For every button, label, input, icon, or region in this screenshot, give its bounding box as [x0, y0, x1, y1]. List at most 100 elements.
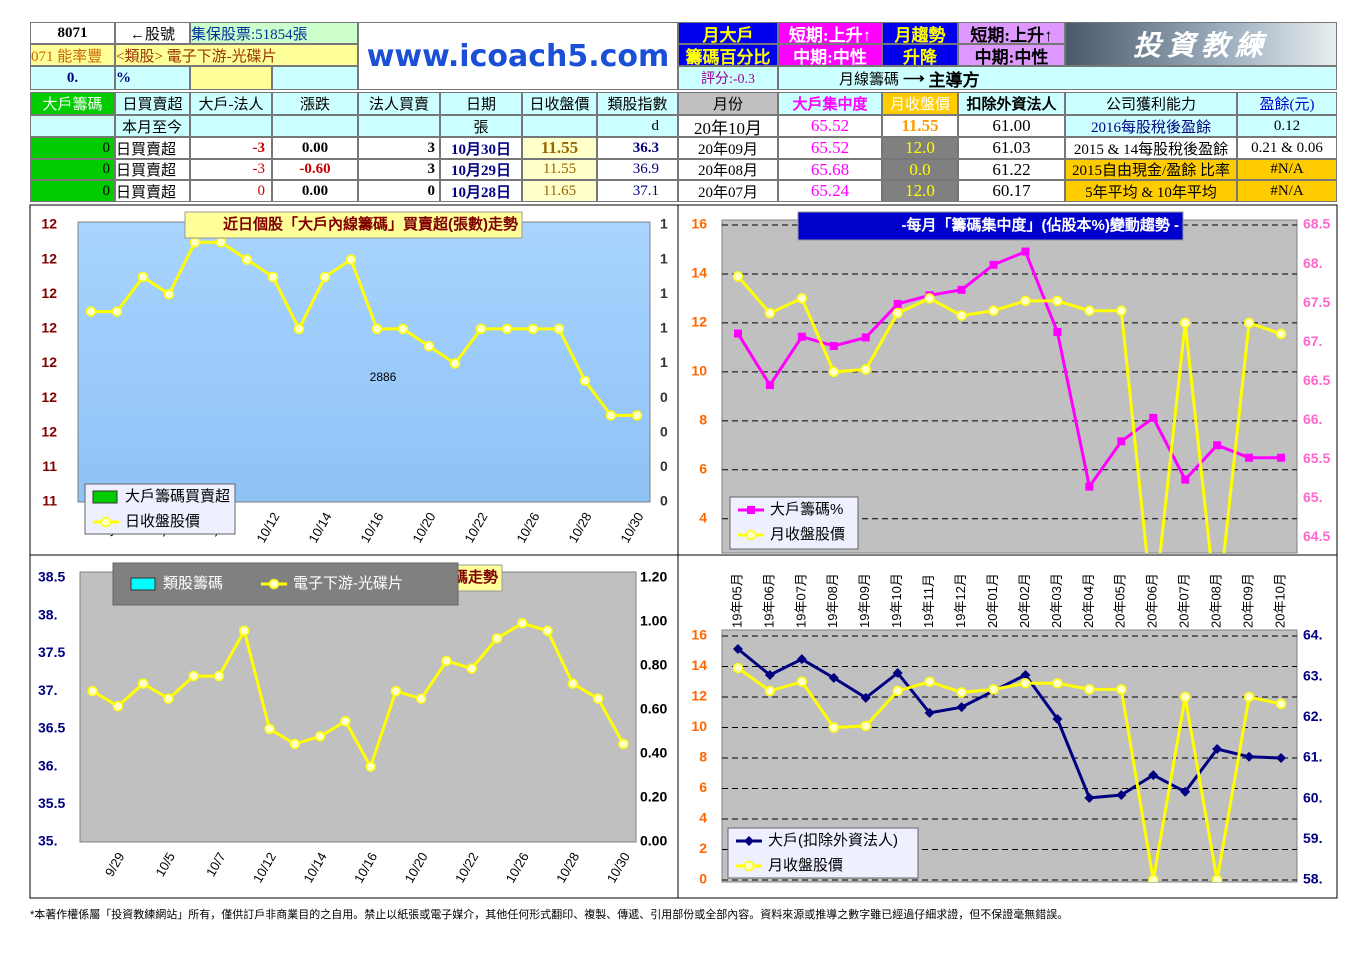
- y2-tick-label: 66.5: [1303, 372, 1330, 388]
- y-tick-label: 12: [691, 688, 707, 704]
- y-tick-label: 37.: [38, 682, 57, 698]
- y2-tick-label: 1.00: [640, 613, 667, 629]
- table-cell: 12.0: [882, 180, 958, 202]
- marker: [765, 381, 774, 390]
- marker: [829, 342, 838, 351]
- marker: [956, 687, 967, 698]
- y-tick-label: 4: [699, 810, 707, 826]
- x-tick-label: 19年05月: [729, 573, 744, 628]
- table-cell: 2016每股稅後盈餘: [1065, 115, 1237, 137]
- x-tick-label: 20年01月: [985, 573, 1000, 628]
- table-cell: 10月28日: [440, 180, 522, 202]
- y2-tick-label: 1: [660, 354, 668, 370]
- y2-tick-label: 0.40: [640, 745, 667, 761]
- marker: [188, 670, 199, 682]
- marker: [797, 332, 806, 341]
- table-cell: #N/A: [1237, 180, 1337, 202]
- legend-label: 類股籌碼: [163, 575, 223, 592]
- legend: [84, 483, 236, 535]
- y2-tick-label: 60.: [1303, 789, 1322, 805]
- table-cell: 65.68: [778, 159, 882, 180]
- series-line: [737, 647, 1282, 800]
- marker: [860, 692, 871, 703]
- y-tick-label: 12: [691, 314, 707, 330]
- marker: [314, 731, 326, 742]
- plot-area: [77, 221, 651, 503]
- table-cell: 日買賣超: [115, 180, 190, 202]
- marker: [732, 271, 744, 282]
- y2-tick-label: 64.5: [1303, 528, 1330, 544]
- marker: [605, 410, 617, 421]
- column-header: 月收盤價: [882, 92, 958, 115]
- legend-label: 大戶籌碼買賣超: [125, 488, 230, 505]
- mid-term: 中期:中性: [778, 44, 882, 66]
- legend-swatch: [92, 490, 118, 504]
- y2-tick-label: 1: [660, 250, 668, 266]
- table-cell: 65.52: [778, 137, 882, 159]
- marker: [1020, 670, 1031, 681]
- monthly-trend: 月趨勢: [882, 22, 958, 44]
- marker: [892, 307, 903, 319]
- x-tick-label: 20年09月: [1241, 573, 1256, 628]
- y2-tick-label: 63.: [1303, 667, 1322, 683]
- x-tick-label: 20年04月: [1081, 573, 1096, 628]
- table-cell: [522, 115, 597, 137]
- y2-tick-label: 62.: [1303, 708, 1322, 724]
- table-cell: 3: [358, 159, 440, 180]
- marker: [289, 738, 301, 750]
- y2-tick-label: 64.: [1303, 627, 1322, 643]
- table-cell: 0: [358, 180, 440, 202]
- marker: [743, 860, 755, 872]
- arrow: ⟶: [903, 70, 925, 87]
- marker: [764, 307, 776, 319]
- y-tick-label: 12: [41, 250, 57, 266]
- series-line: [737, 666, 1282, 881]
- table-cell: 0.0: [882, 159, 958, 180]
- marker: [1243, 317, 1255, 329]
- y-tick-label: 36.: [38, 757, 57, 773]
- shares: 集保股票:51854張: [190, 22, 358, 44]
- column-header: 扣除外資法人: [958, 92, 1065, 115]
- title-box: [184, 211, 523, 239]
- y-tick-label: 0: [699, 871, 707, 887]
- table-cell: 11.55: [522, 137, 597, 159]
- y2-tick-label: 68.5: [1303, 216, 1330, 232]
- chart-title: -每月「籌碼集中度」(佔股本%)變動趨勢 -: [902, 216, 1180, 234]
- table-cell: 36.3: [597, 137, 678, 159]
- marker: [1179, 317, 1191, 329]
- rating: 評分:-0.3: [678, 66, 778, 90]
- marker: [137, 271, 149, 283]
- y2-tick-label: 1: [660, 285, 668, 301]
- y-tick-label: 6: [699, 460, 707, 476]
- marker: [828, 672, 839, 683]
- table-cell: 張: [440, 115, 522, 137]
- marker: [828, 722, 840, 733]
- y2-tick-label: 1.20: [640, 569, 667, 585]
- marker: [567, 678, 579, 689]
- marker: [732, 662, 744, 674]
- y-tick-label: 37.5: [38, 644, 65, 660]
- marker: [163, 289, 175, 300]
- table-cell: 10月30日: [440, 137, 522, 159]
- y-tick-label: 35.5: [38, 795, 65, 811]
- table-cell: 日買賣超: [115, 159, 190, 180]
- marker: [390, 685, 402, 697]
- x-tick-label: 20年06月: [1145, 573, 1160, 628]
- x-tick-label: 19年09月: [857, 573, 872, 628]
- table-cell: 日買賣超: [115, 137, 190, 159]
- y-tick-label: 10: [691, 363, 707, 379]
- marker: [371, 323, 383, 335]
- y-tick-label: 10: [691, 718, 707, 734]
- table-cell: -3: [190, 137, 272, 159]
- y2-tick-label: 1: [660, 320, 668, 336]
- column-header: 大戶籌碼: [30, 92, 115, 115]
- marker: [764, 670, 775, 681]
- marker: [924, 293, 935, 304]
- marker: [1084, 792, 1095, 803]
- y-tick-label: 35.: [38, 833, 57, 849]
- legend-swatch: [130, 577, 156, 591]
- plot-area: [79, 571, 637, 843]
- marker: [475, 323, 487, 335]
- marker: [1181, 475, 1190, 484]
- y-tick-label: 14: [691, 265, 707, 281]
